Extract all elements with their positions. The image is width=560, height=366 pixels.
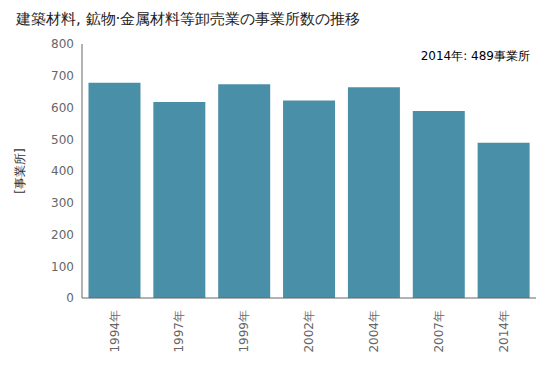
svg-text:500: 500 bbox=[51, 133, 74, 147]
svg-text:300: 300 bbox=[51, 196, 74, 210]
svg-text:800: 800 bbox=[51, 37, 74, 51]
svg-text:2004年: 2004年 bbox=[367, 310, 381, 353]
svg-text:1997年: 1997年 bbox=[172, 310, 186, 353]
svg-text:700: 700 bbox=[51, 69, 74, 83]
svg-text:2002年: 2002年 bbox=[302, 310, 316, 353]
svg-text:0: 0 bbox=[66, 291, 74, 305]
svg-text:[事業所]: [事業所] bbox=[13, 148, 27, 193]
svg-text:600: 600 bbox=[51, 101, 74, 115]
svg-text:1999年: 1999年 bbox=[237, 310, 251, 353]
svg-text:1994年: 1994年 bbox=[108, 310, 122, 353]
svg-text:2007年: 2007年 bbox=[432, 310, 446, 353]
html-text:建築材料, 鉱物·金属材料等卸売業の事業所数の推移: 建築材料, 鉱物·金属材料等卸売業の事業所数の推移 bbox=[16, 10, 361, 28]
svg-text:200: 200 bbox=[51, 228, 74, 242]
svg-text:2014年: 2014年 bbox=[497, 310, 511, 353]
html-text:2014年: 489事業所: 2014年: 489事業所 bbox=[420, 49, 530, 63]
svg-text:400: 400 bbox=[51, 164, 74, 178]
svg-text:100: 100 bbox=[51, 260, 74, 274]
